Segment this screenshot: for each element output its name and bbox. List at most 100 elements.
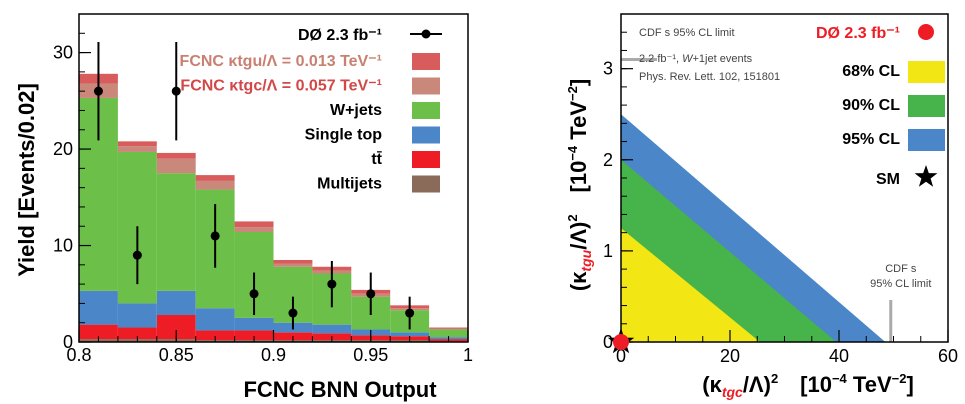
- legend-swatch: [412, 151, 440, 168]
- confidence-regions: [621, 114, 886, 342]
- data-point: [288, 308, 298, 318]
- x-tick-label: 60: [938, 346, 958, 366]
- cdf-ref-line-2: Phys. Rev. Lett. 102, 151801: [639, 71, 780, 83]
- y-tick-label: 0: [63, 332, 73, 352]
- label-unit2: TeV: [566, 101, 591, 146]
- legend-label: Multijets: [317, 176, 382, 193]
- x-tick-label: 20: [720, 346, 740, 366]
- legend-swatch: [412, 102, 440, 119]
- bar-segment: [79, 324, 118, 340]
- legend-swatch: [908, 95, 945, 117]
- label-power: 2: [771, 371, 778, 386]
- bar-segment: [79, 290, 118, 325]
- y-tick-label: 20: [53, 139, 73, 159]
- y-tick-label: 10: [53, 236, 73, 256]
- legend-swatch: [412, 53, 440, 70]
- legend-label: FCNC κtgu/Λ = 0.013 TeV⁻¹: [180, 53, 382, 70]
- measurement-dot: [613, 334, 629, 350]
- bar-segment: [117, 141, 157, 147]
- legend-label: 68% CL: [842, 63, 900, 80]
- label-subscript: tgu: [578, 249, 594, 271]
- bar-segment: [117, 303, 157, 328]
- label-exp: −4: [565, 145, 580, 161]
- data-points: [93, 41, 415, 330]
- y-tick-label: 3: [603, 59, 613, 79]
- bar-segment: [390, 332, 430, 337]
- label-exp: −4: [832, 371, 848, 386]
- y-tick-label: 2: [603, 150, 613, 170]
- data-point: [405, 308, 415, 318]
- bar-segment: [195, 308, 235, 331]
- ref-span: 2.2 fb⁻¹,: [639, 53, 682, 65]
- bar-segment: [195, 180, 235, 190]
- cdf-x-limit-label-1: CDF s: [885, 263, 917, 275]
- data-point: [366, 289, 376, 299]
- bar-segment: [195, 175, 235, 181]
- x-tick-label: 1: [463, 345, 473, 365]
- legend-swatch: [908, 61, 945, 83]
- cl-region: [621, 228, 760, 342]
- x-axis-label-right: (κtgc/Λ)2 [10−4 TeV−2]: [702, 371, 914, 400]
- x-tick-label: 0.85: [159, 345, 194, 365]
- data-point: [171, 86, 181, 96]
- right-axis-ticks: 0 20 40 60 0 1 2 3: [603, 31, 958, 366]
- label-exp2: −2: [565, 86, 580, 101]
- data-point: [93, 86, 103, 96]
- cdf-y-limit-label: CDF s 95% CL limit: [639, 27, 735, 39]
- legend-swatch: [908, 129, 945, 151]
- ref-span: +1jet events: [693, 53, 753, 65]
- left-legend: DØ 2.3 fb⁻¹ FCNC κtgu/Λ = 0.013 TeV⁻¹ FCNC…: [180, 27, 442, 193]
- label-kappa: (κ: [566, 271, 591, 291]
- label-exp2: −2: [892, 371, 907, 386]
- bar-segment: [312, 324, 352, 334]
- legend-label: FCNC κtgc/Λ = 0.057 TeV⁻¹: [180, 78, 382, 95]
- data-point: [210, 231, 220, 241]
- bar-segment: [273, 263, 313, 267]
- bar-segment: [234, 221, 274, 228]
- x-tick-label: 0.9: [261, 345, 286, 365]
- legend-label: W+jets: [330, 102, 382, 119]
- bar-segment: [156, 158, 196, 174]
- legend-swatch: [412, 126, 440, 144]
- bar-segment: [234, 227, 274, 233]
- bar-segment: [117, 146, 157, 152]
- label-lambda: /Λ): [743, 372, 771, 397]
- label-lambda: /Λ): [566, 222, 591, 250]
- data-point: [132, 250, 142, 260]
- label-unit2: TeV: [847, 372, 892, 397]
- bar-segment: [156, 152, 196, 159]
- legend-data-label: DØ 2.3 fb⁻¹: [298, 27, 382, 44]
- bar-segment: [195, 330, 235, 341]
- label-unit: [10: [566, 161, 591, 215]
- bar-segment: [273, 260, 313, 264]
- x-tick-label: 0.95: [353, 345, 388, 365]
- label-power: 2: [565, 214, 580, 221]
- bar-segment: [234, 330, 274, 341]
- x-tick-label: 40: [829, 346, 849, 366]
- x-tick-label: 0: [616, 346, 626, 366]
- legend-swatch: [412, 77, 440, 95]
- cdf-x-limit-label-2: 95% CL limit: [870, 278, 931, 290]
- x-tick-label: 0.8: [66, 345, 91, 365]
- y-tick-label: 30: [53, 43, 73, 63]
- coupling-limit-chart: CDF s 95% CL limit 2.2 fb⁻¹, W+1jet event…: [565, 13, 958, 400]
- bar-segment: [156, 290, 196, 315]
- label-subscript: tgc: [722, 384, 743, 400]
- cdf-limits: CDF s 95% CL limit 2.2 fb⁻¹, W+1jet event…: [621, 27, 931, 342]
- bar-segment: [429, 328, 468, 330]
- legend-label: Single top: [305, 127, 383, 144]
- x-axis-label: FCNC BNN Output: [243, 377, 437, 402]
- legend-swatch: [412, 175, 440, 193]
- stacked-histogram: [79, 73, 468, 342]
- y-axis-label-right: (κtgu/Λ)2 [10−4 TeV−2]: [565, 79, 594, 291]
- right-legend: DØ 2.3 fb⁻¹ 68% CL 90% CL 95% CL SM: [816, 24, 945, 188]
- bar-segment: [429, 327, 468, 329]
- legend-label: tt̄: [371, 150, 382, 168]
- data-point: [327, 279, 337, 289]
- data-point: [249, 289, 259, 299]
- y-axis-label: Yield [Events/0.02]: [14, 83, 39, 277]
- legend-data-marker: [421, 29, 431, 39]
- legend-label: 90% CL: [842, 97, 900, 114]
